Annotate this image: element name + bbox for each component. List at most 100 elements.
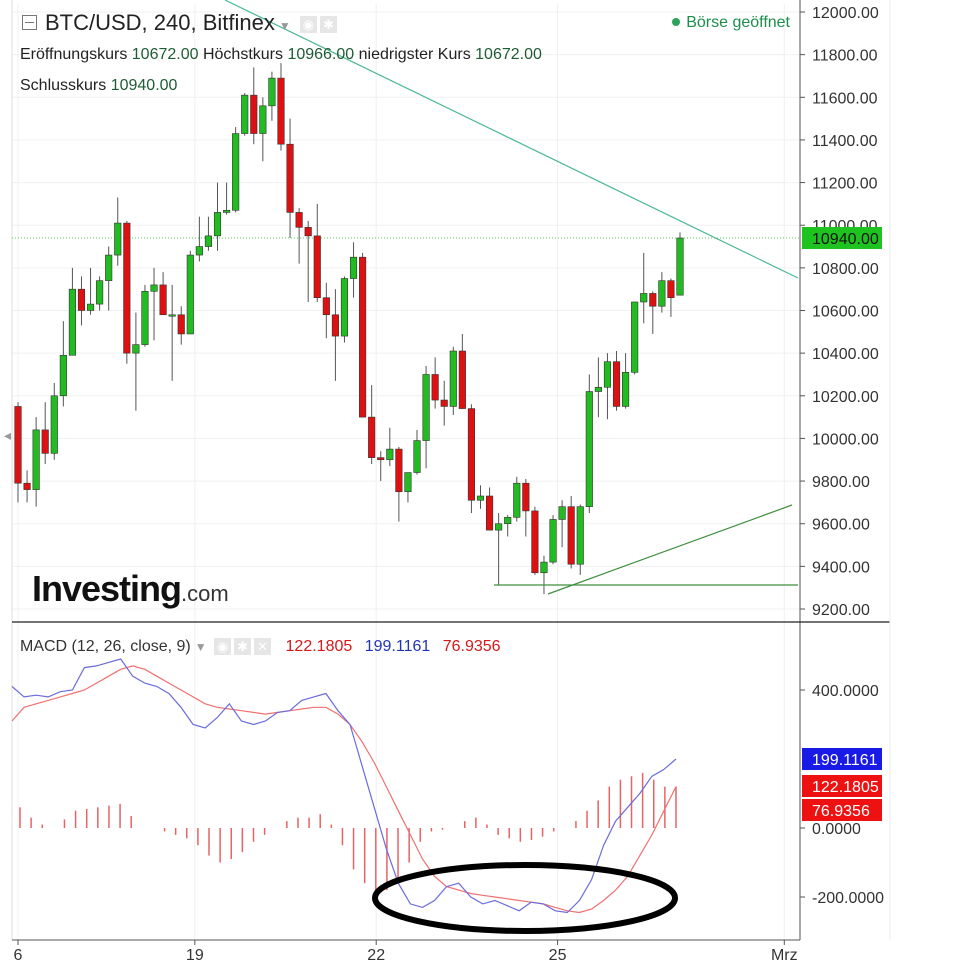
macd-value-label: 76.9356 — [812, 803, 870, 820]
candle-body — [250, 94, 258, 134]
candle-body — [86, 303, 95, 311]
candle-body — [68, 288, 76, 356]
chevron-down-icon[interactable]: ▼ — [278, 19, 291, 33]
low-label: niedrigster Kurs — [358, 46, 471, 63]
candle-body — [404, 472, 412, 493]
last-price-badge — [802, 227, 882, 250]
gear-icon[interactable]: ✱ — [319, 15, 337, 33]
candle-body — [485, 495, 494, 531]
candle-body — [676, 237, 684, 296]
ohlc-line-1: Eröffnungskurs 10672.00 Höchstkurs 10966… — [20, 46, 542, 64]
candle-body — [295, 212, 303, 228]
candle-body — [658, 280, 666, 307]
price-tick-label: 9600.00 — [812, 517, 870, 534]
macd-value-line: 199.1161 — [364, 638, 431, 655]
candle-body — [576, 506, 584, 565]
macd-tick-label: -200.0000 — [812, 890, 884, 907]
price-tick-label: 10600.00 — [812, 304, 879, 321]
candle-body — [286, 143, 294, 213]
close-label: Schlusskurs — [20, 77, 107, 94]
candle-body — [123, 222, 131, 354]
candle-body — [549, 519, 557, 563]
gear-icon[interactable]: ✱ — [234, 638, 252, 656]
candle-body — [331, 314, 339, 337]
price-tick-label: 9400.00 — [812, 559, 870, 576]
scroll-left-icon: ◂ — [4, 427, 11, 443]
collapse-icon[interactable] — [22, 15, 37, 30]
price-tick-label: 10000.00 — [812, 431, 879, 448]
eye-icon[interactable]: ◉ — [299, 15, 317, 33]
candle-body — [141, 291, 149, 345]
macd-value-label: 122.1805 — [812, 779, 879, 796]
candle-body — [558, 506, 566, 520]
candle-body — [340, 278, 349, 337]
logo-main: Investing — [32, 568, 182, 609]
signal-line — [11, 665, 677, 914]
candle-body — [631, 301, 639, 373]
price-tick-label: 11200.00 — [812, 176, 878, 193]
candle-body — [50, 395, 58, 454]
open-label: Eröffnungskurs — [20, 46, 128, 63]
candle-body — [531, 510, 539, 574]
price-axis: 12000.00 11800.00 11600.00 11400.00 11200.00… — [800, 5, 882, 619]
time-tick-label: 25 — [549, 947, 567, 964]
candle-body — [495, 523, 503, 531]
high-label: Höchstkurs — [202, 46, 283, 63]
open-value: 10672.00 — [131, 46, 199, 63]
candle-body — [23, 482, 31, 490]
candle-body — [168, 314, 176, 317]
candle-body — [567, 506, 575, 565]
candle-body — [186, 254, 194, 335]
chart-title: BTC/USD, 240, Bitfinex ▼ ◉ ✱ — [22, 10, 337, 36]
price-tick-label: 10800.00 — [812, 261, 879, 278]
candle-body — [313, 235, 321, 299]
price-tick-label: 10400.00 — [812, 346, 879, 363]
low-value: 10672.00 — [475, 46, 542, 63]
last-price-label: 10940.00 — [812, 231, 879, 248]
candle-body — [440, 399, 448, 407]
macd-title: MACD (12, 26, close, 9) — [20, 638, 191, 655]
candle-body — [204, 235, 213, 247]
macd-value-badge — [802, 775, 882, 797]
high-value: 10966.00 — [287, 46, 355, 63]
candle-body — [422, 374, 430, 441]
status-text: Börse geöffnet — [686, 14, 790, 31]
macd-axis: 400.0000 0.0000 -200.0000 199.1161 122.1805 7… — [800, 683, 884, 907]
candle-body — [603, 361, 612, 388]
candle-body — [268, 77, 276, 107]
candle-body — [114, 222, 122, 256]
candle-body — [277, 77, 285, 145]
candle-body — [213, 212, 222, 237]
investing-logo: Investing.com — [32, 568, 229, 610]
market-status: Börse geöffnet — [672, 14, 790, 32]
eye-icon[interactable]: ◉ — [214, 638, 232, 656]
support-trendline — [547, 504, 793, 595]
macd-value-hist: 76.9356 — [442, 638, 501, 655]
candle-body — [413, 440, 421, 473]
close-icon[interactable]: ✕ — [254, 638, 272, 656]
macd-header: MACD (12, 26, close, 9) ▼ ◉ ✱ ✕ 122.1805 19… — [20, 638, 501, 656]
candle-body — [612, 361, 621, 407]
candle-body — [368, 416, 376, 458]
candle-body — [32, 429, 40, 490]
candle-body — [649, 293, 657, 307]
candle-body — [449, 350, 457, 407]
macd-pane — [11, 658, 677, 914]
candle-body — [395, 448, 403, 493]
ohlc-line-2: Schlusskurs 10940.00 — [20, 77, 177, 95]
price-tick-label: 11800.00 — [812, 48, 878, 65]
macd-value-label: 199.1161 — [812, 752, 878, 769]
candle-body — [322, 297, 330, 316]
candle-body — [386, 448, 394, 461]
resistance-trendline — [224, 0, 799, 279]
candle-body — [594, 386, 602, 392]
candle-body — [241, 94, 249, 134]
candles — [14, 63, 684, 595]
candle-body — [458, 350, 466, 409]
chevron-down-icon[interactable]: ▼ — [194, 640, 207, 654]
candle-body — [640, 293, 648, 303]
macd-value-badge — [802, 748, 882, 770]
candle-body — [223, 209, 231, 213]
